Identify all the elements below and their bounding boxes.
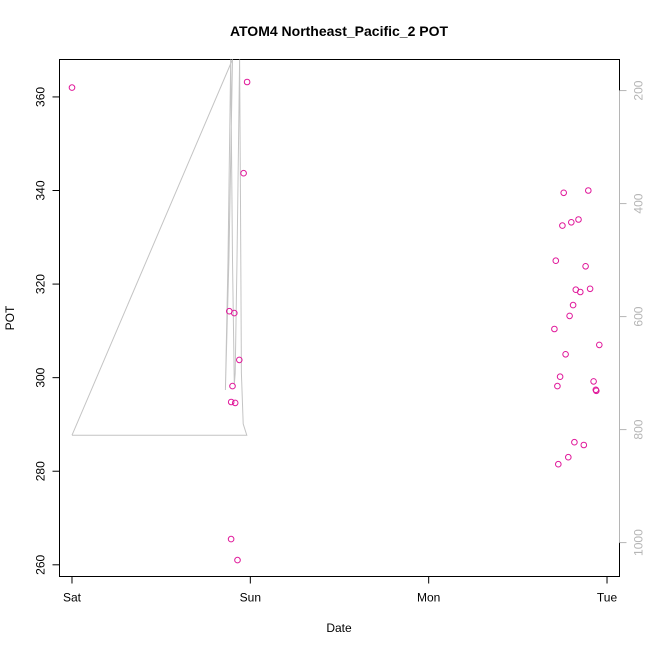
data-point xyxy=(68,84,76,91)
data-points-layer xyxy=(68,78,603,564)
data-point xyxy=(556,373,564,381)
y-tick-label: 320 xyxy=(34,274,48,294)
data-point xyxy=(566,312,573,320)
data-point xyxy=(234,556,241,564)
right-tick-label: 800 xyxy=(632,419,646,439)
data-point xyxy=(582,263,589,270)
data-point xyxy=(229,382,236,390)
data-point xyxy=(555,460,562,468)
data-point xyxy=(590,378,597,385)
x-tick-label: Mon xyxy=(417,591,440,605)
y-tick-label: 280 xyxy=(34,461,48,481)
data-point xyxy=(586,285,594,293)
data-point xyxy=(240,169,247,177)
data-point xyxy=(562,351,569,358)
data-point xyxy=(575,216,582,223)
y-tick-label: 360 xyxy=(34,87,48,107)
data-point xyxy=(569,301,577,309)
y-tick-label: 300 xyxy=(34,367,48,387)
x-axis-label: Date xyxy=(326,621,352,635)
data-point xyxy=(552,257,560,265)
y-tick-label: 340 xyxy=(34,180,48,200)
data-point xyxy=(568,219,575,226)
data-point xyxy=(596,341,603,349)
right-tick-label: 200 xyxy=(632,80,646,100)
data-point xyxy=(571,438,578,446)
y-axis-label: POT xyxy=(3,305,17,330)
data-point xyxy=(580,441,588,449)
pressure-profile-line xyxy=(71,59,248,436)
data-point xyxy=(551,325,558,333)
x-tick-label: Sun xyxy=(240,591,261,605)
data-point xyxy=(231,309,238,317)
data-point xyxy=(593,387,600,395)
data-point xyxy=(577,288,584,296)
y-tick-label: 260 xyxy=(34,554,48,574)
right-axis: 200 400 600 800 1000 xyxy=(619,80,646,556)
data-point xyxy=(560,189,568,197)
data-point xyxy=(559,222,566,229)
data-point xyxy=(565,453,572,461)
right-tick-label: 1000 xyxy=(632,529,646,556)
data-point xyxy=(227,398,235,406)
data-point xyxy=(231,399,239,407)
data-point xyxy=(585,187,592,194)
x-tick-label: Tue xyxy=(597,591,618,605)
data-point xyxy=(236,356,243,364)
x-axis: Sat Sun Mon Tue xyxy=(63,576,618,605)
data-point xyxy=(243,78,251,86)
data-point xyxy=(554,382,561,390)
right-tick-label: 400 xyxy=(632,193,646,213)
y-axis: 260 280 300 320 340 360 xyxy=(34,87,60,575)
data-point xyxy=(227,535,235,543)
pressure-profile-layer xyxy=(71,59,248,436)
chart-title: ATOM4 Northeast_Pacific_2 POT xyxy=(230,23,449,39)
right-tick-label: 600 xyxy=(632,306,646,326)
x-tick-label: Sat xyxy=(63,591,82,605)
